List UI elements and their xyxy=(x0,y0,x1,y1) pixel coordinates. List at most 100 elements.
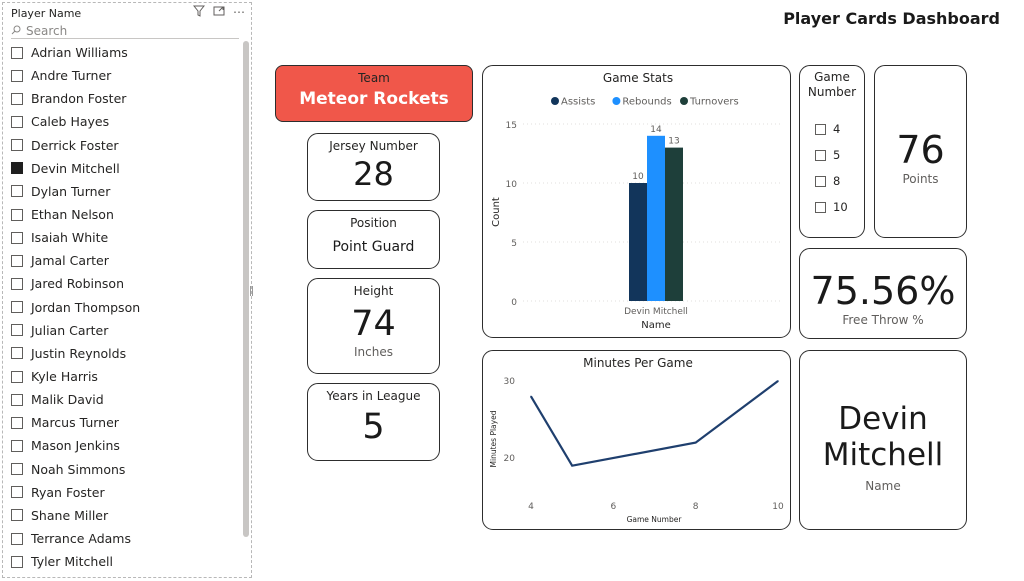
free-throw-label: Free Throw % xyxy=(842,313,924,327)
more-options-icon[interactable]: ⋯ xyxy=(233,5,245,19)
chart-title: Minutes Per Game xyxy=(583,356,693,370)
slicer-item[interactable]: Malik David xyxy=(11,388,239,411)
game-number-option[interactable]: 10 xyxy=(800,194,864,220)
y-tick-label: 30 xyxy=(504,377,516,387)
points-value: 76 xyxy=(896,128,945,172)
checkbox[interactable] xyxy=(11,509,23,522)
checkbox[interactable] xyxy=(11,416,23,429)
slicer-item[interactable]: Dylan Turner xyxy=(11,180,239,203)
slicer-item[interactable]: Jordan Thompson xyxy=(11,296,239,319)
slicer-item[interactable]: Caleb Hayes xyxy=(11,110,239,133)
game-number-option-label: 5 xyxy=(833,148,841,162)
checkbox[interactable] xyxy=(815,149,826,161)
slicer-item[interactable]: Terrance Adams xyxy=(11,527,239,550)
height-label: Height xyxy=(353,284,394,298)
slicer-item[interactable]: Noah Simmons xyxy=(11,458,239,481)
checkbox[interactable] xyxy=(11,185,23,198)
bar xyxy=(647,135,665,301)
checkbox[interactable] xyxy=(11,208,23,221)
slicer-item[interactable]: Jared Robinson xyxy=(11,272,239,295)
checkbox[interactable] xyxy=(11,347,23,360)
data-label: 13 xyxy=(668,137,679,147)
slicer-item-label: Julian Carter xyxy=(31,322,109,338)
position-value: Point Guard xyxy=(332,239,415,255)
data-point xyxy=(694,441,697,444)
checkbox[interactable] xyxy=(11,486,23,499)
slicer-search[interactable]: Search xyxy=(11,23,239,39)
game-number-slicer: Game Number 4 5 8 10 xyxy=(799,65,865,238)
y-tick-label: 20 xyxy=(504,454,516,464)
slicer-item[interactable]: Shane Miller xyxy=(11,504,239,527)
checkbox[interactable] xyxy=(815,123,826,135)
y-axis-label: Minutes Played xyxy=(489,410,498,467)
legend-marker xyxy=(551,97,559,105)
y-axis-label: Count xyxy=(491,197,502,227)
slicer-item[interactable]: Justin Reynolds xyxy=(11,342,239,365)
slicer-item-label: Justin Reynolds xyxy=(31,345,127,361)
checkbox[interactable] xyxy=(11,69,23,82)
slicer-item-label: Brandon Foster xyxy=(31,91,127,107)
slicer-item[interactable]: Andre Turner xyxy=(11,64,239,87)
search-input[interactable]: Search xyxy=(26,23,68,38)
points-label: Points xyxy=(902,172,939,186)
checkbox[interactable] xyxy=(11,463,23,476)
slicer-item[interactable]: Tyler Mitchell xyxy=(11,550,239,573)
slicer-item-label: Devin Mitchell xyxy=(31,160,120,176)
x-axis-label: Game Number xyxy=(627,515,683,524)
slicer-item-label: Isaiah White xyxy=(31,230,109,246)
game-number-option-label: 10 xyxy=(833,200,848,214)
slicer-item[interactable]: Adrian Williams xyxy=(11,41,239,64)
checkbox[interactable] xyxy=(11,139,23,152)
slicer-item-label: Dylan Turner xyxy=(31,183,111,199)
slicer-item[interactable]: Kyle Harris xyxy=(11,365,239,388)
slicer-item[interactable]: Marcus Turner xyxy=(11,411,239,434)
slicer-scrollbar[interactable] xyxy=(243,41,249,537)
legend-label: Turnovers xyxy=(689,97,739,108)
checkbox[interactable] xyxy=(11,92,23,105)
slicer-title: Player Name xyxy=(11,7,82,20)
slicer-item-label: Tyler Mitchell xyxy=(31,554,113,570)
years-label: Years in League xyxy=(326,389,421,403)
filter-icon[interactable] xyxy=(192,5,206,20)
y-tick-label: 10 xyxy=(506,180,518,190)
checkbox[interactable] xyxy=(11,115,23,128)
bar xyxy=(665,147,683,301)
checkbox[interactable] xyxy=(11,370,23,383)
x-axis-label: Name xyxy=(641,320,671,331)
checkbox[interactable] xyxy=(11,46,23,59)
slicer-item[interactable]: Jamal Carter xyxy=(11,249,239,272)
slicer-item[interactable]: Brandon Foster xyxy=(11,87,239,110)
slicer-item[interactable]: Ethan Nelson xyxy=(11,203,239,226)
game-number-option-label: 4 xyxy=(833,122,841,136)
slicer-item[interactable]: Devin Mitchell xyxy=(11,157,239,180)
checkbox[interactable] xyxy=(11,555,23,568)
checkbox[interactable] xyxy=(11,301,23,314)
checkbox[interactable] xyxy=(11,532,23,545)
checkbox[interactable] xyxy=(11,439,23,452)
slicer-item[interactable]: Julian Carter xyxy=(11,319,239,342)
legend-marker xyxy=(612,97,621,105)
checkbox[interactable] xyxy=(11,231,23,244)
y-tick-label: 5 xyxy=(511,239,517,249)
checkbox[interactable] xyxy=(11,393,23,406)
free-throw-value: 75.56% xyxy=(810,269,956,313)
game-number-option[interactable]: 4 xyxy=(800,116,864,142)
focus-mode-icon[interactable] xyxy=(213,5,225,20)
game-stats-chart: Game Stats Assists Rebounds Turnovers 0 5 10 15… xyxy=(482,65,791,338)
checkbox[interactable] xyxy=(11,162,23,175)
game-number-option[interactable]: 5 xyxy=(800,142,864,168)
slicer-item[interactable]: Isaiah White xyxy=(11,226,239,249)
years-value: 5 xyxy=(362,407,385,447)
slicer-item[interactable]: Ryan Foster xyxy=(11,481,239,504)
game-number-option[interactable]: 8 xyxy=(800,168,864,194)
resize-handle[interactable] xyxy=(250,286,253,296)
slicer-item[interactable]: Mason Jenkins xyxy=(11,434,239,457)
slicer-item[interactable]: Derrick Foster xyxy=(11,134,239,157)
checkbox[interactable] xyxy=(11,277,23,290)
checkbox[interactable] xyxy=(11,324,23,337)
checkbox[interactable] xyxy=(815,175,826,187)
position-card: Position Point Guard xyxy=(307,210,440,269)
checkbox[interactable] xyxy=(815,201,826,213)
data-point xyxy=(571,464,573,467)
checkbox[interactable] xyxy=(11,254,23,267)
